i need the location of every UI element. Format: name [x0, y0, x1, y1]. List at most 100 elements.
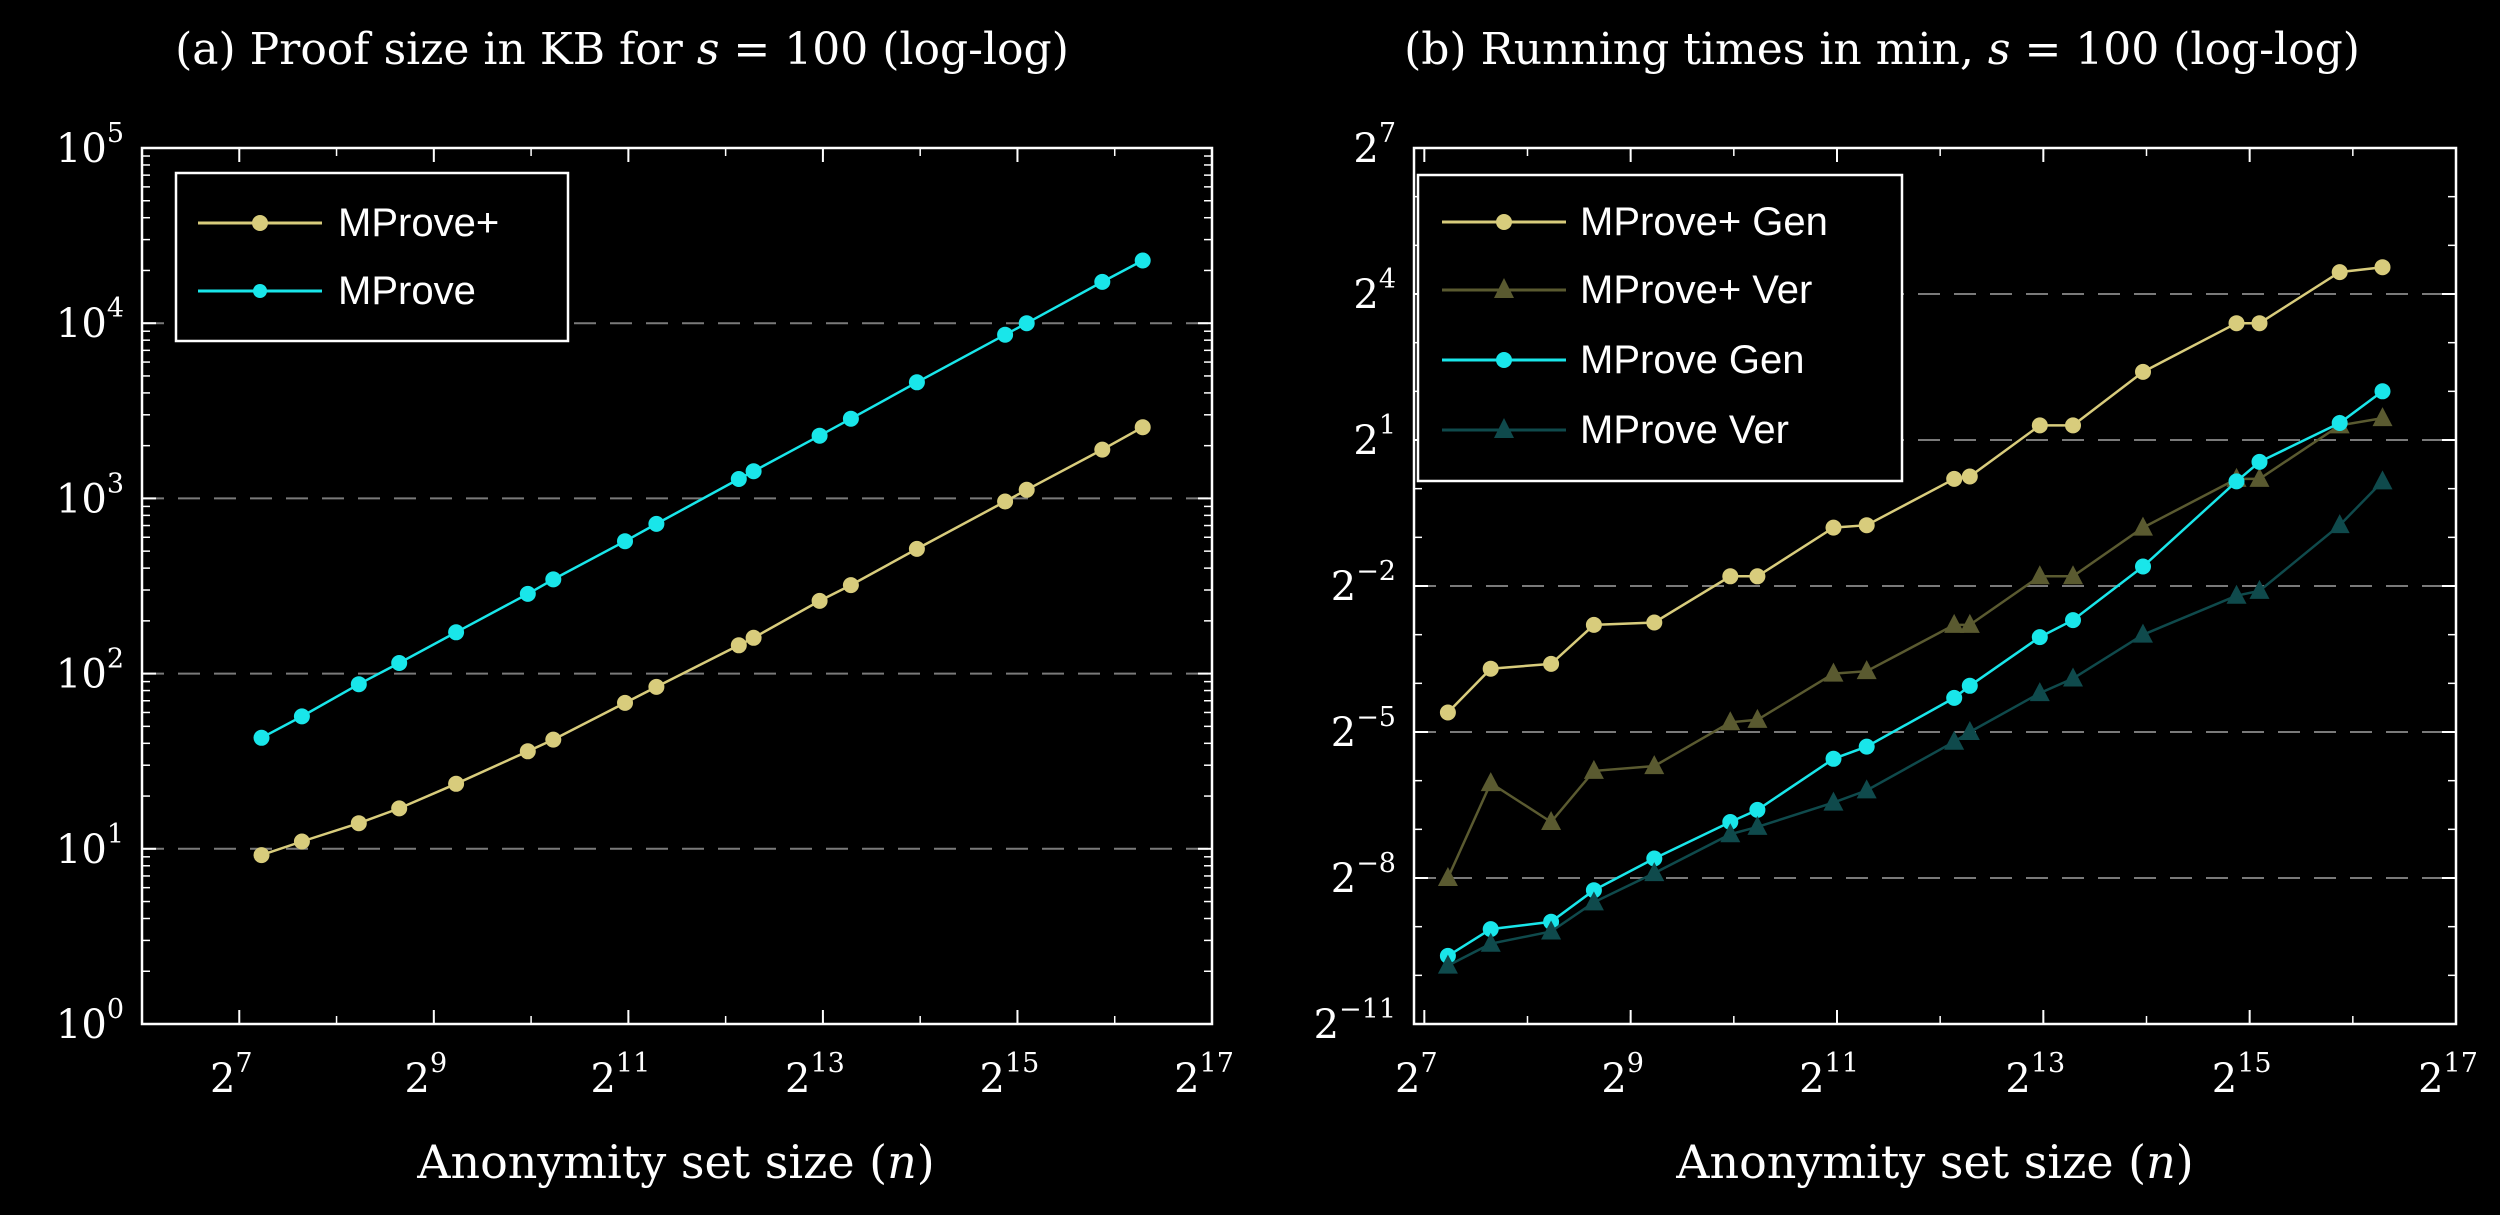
- data-point-mprove-gen: [1961, 677, 1978, 694]
- panel-b-series: [1437, 259, 2393, 974]
- data-point-mprove-plus-ver: [1583, 759, 1604, 779]
- data-point-mprove-plus-ver: [1644, 755, 1665, 775]
- legend-label-mprove: MProve: [338, 269, 476, 313]
- data-point-mprove-plus: [745, 629, 762, 646]
- data-point-mprove-gen: [1749, 801, 1766, 818]
- data-point-mprove: [519, 585, 536, 602]
- data-point-mprove-plus-ver: [1480, 772, 1501, 792]
- panel-b-running-times: (b) Running times in min, s = 100 (log-l…: [1314, 24, 2478, 1189]
- data-point-mprove-plus: [448, 775, 465, 792]
- legend-label-mprove-ver: MProve Ver: [1580, 408, 1789, 452]
- data-point-mprove-plus: [1094, 441, 1111, 458]
- legend-label-mprove-plus-ver: MProve+ Ver: [1580, 268, 1812, 312]
- data-point-mprove-plus-gen: [2228, 315, 2245, 332]
- data-point-mprove: [293, 708, 310, 725]
- data-point-mprove-gen: [1585, 882, 1602, 899]
- data-point-mprove: [391, 655, 408, 671]
- data-point-mprove-plus-ver: [1944, 613, 1965, 633]
- data-point-mprove-plus: [545, 731, 562, 748]
- x-tick-label: 29: [404, 1048, 447, 1102]
- y-tick-label: 27: [1353, 118, 1396, 172]
- y-tick-label: 2−8: [1331, 848, 1396, 902]
- y-tick-label: 2−11: [1314, 994, 1396, 1048]
- data-point-mprove: [617, 533, 633, 550]
- x-tick-label: 215: [980, 1048, 1040, 1102]
- data-point-mprove-gen: [1482, 921, 1499, 938]
- data-point-mprove-gen: [1946, 689, 1963, 706]
- data-point-mprove-plus-ver: [1541, 811, 1562, 831]
- y-tick-label: 105: [56, 118, 124, 172]
- data-point-mprove-plus-ver: [2063, 565, 2084, 585]
- data-point-mprove-gen: [1858, 738, 1875, 755]
- data-point-mprove-ver: [1437, 954, 1458, 974]
- data-point-mprove-ver: [1747, 815, 1768, 835]
- data-point-mprove-plus-gen: [1585, 616, 1602, 633]
- data-point-mprove-plus-gen: [2031, 417, 2048, 434]
- legend-marker-mprove-plus: [252, 215, 268, 231]
- data-point-mprove: [1134, 252, 1151, 269]
- legend-marker-mprove-plus-ver: [1494, 278, 1514, 298]
- data-point-mprove-plus-ver: [2249, 467, 2270, 487]
- data-point-mprove-plus-gen: [1825, 519, 1842, 536]
- data-point-mprove-plus: [253, 847, 270, 864]
- data-point-mprove: [253, 729, 270, 746]
- data-point-mprove-ver: [1959, 721, 1980, 740]
- data-point-mprove: [1094, 273, 1111, 290]
- data-point-mprove-ver: [1541, 920, 1562, 940]
- data-point-mprove-plus-ver: [1720, 711, 1741, 731]
- panel-a-plot-frame: [140, 146, 1214, 1026]
- data-point-mprove-plus: [908, 540, 925, 557]
- data-point-mprove: [997, 326, 1014, 343]
- legend-label-mprove-plus: MProve+: [338, 201, 499, 245]
- data-point-mprove: [350, 676, 367, 693]
- data-point-mprove-ver: [1944, 730, 1965, 750]
- data-point-mprove-plus-ver: [1856, 660, 1877, 680]
- data-point-mprove-ver: [1823, 791, 1844, 811]
- y-tick-label: 102: [56, 644, 124, 698]
- panel-b-plot-frame: [1412, 146, 2458, 1026]
- x-tick-label: 27: [1395, 1048, 1438, 1102]
- y-tick-label: 2−2: [1331, 556, 1396, 610]
- data-point-mprove-plus-gen: [1482, 660, 1499, 677]
- data-point-mprove-gen: [2374, 383, 2391, 400]
- data-point-mprove-plus-gen: [2374, 259, 2391, 276]
- data-point-mprove-plus-ver: [2372, 407, 2393, 427]
- data-point-mprove-plus-gen: [1722, 568, 1739, 585]
- x-tick-label: 217: [1174, 1048, 1234, 1102]
- legend-label-mprove-gen: MProve Gen: [1580, 338, 1805, 382]
- data-point-mprove-plus: [997, 493, 1014, 510]
- data-point-mprove-ver: [2063, 667, 2084, 687]
- legend-marker-mprove-plus-gen: [1496, 214, 1512, 230]
- data-point-mprove-plus: [811, 592, 828, 609]
- data-point-mprove: [1018, 315, 1035, 332]
- data-point-mprove-ver: [2132, 623, 2153, 643]
- data-point-mprove-plus-gen: [1646, 614, 1663, 631]
- x-tick-label: 213: [2005, 1048, 2065, 1102]
- data-point-mprove-ver: [1480, 932, 1501, 952]
- data-point-mprove-ver: [2029, 682, 2050, 702]
- panel-a-title: (a) Proof size in KB for s = 100 (log-lo…: [175, 24, 1069, 75]
- data-point-mprove-plus-ver: [2029, 565, 2050, 585]
- data-point-mprove-ver: [2329, 514, 2350, 534]
- panel-a-x-axis-label: Anonymity set size (n): [416, 1135, 934, 1189]
- data-point-mprove-ver: [2226, 584, 2247, 604]
- y-tick-label: 24: [1353, 264, 1396, 318]
- data-point-mprove-plus-gen: [1961, 468, 1978, 485]
- data-point-mprove-plus: [1134, 419, 1151, 436]
- data-point-mprove-gen: [1825, 750, 1842, 767]
- y-tick-label: 101: [56, 819, 124, 873]
- legend-marker-mprove-gen: [1496, 352, 1512, 368]
- panel-a-legend: MProve+ MProve: [174, 171, 570, 343]
- data-point-mprove-ver: [1856, 779, 1877, 799]
- data-point-mprove-plus-ver: [1437, 867, 1458, 886]
- data-point-mprove: [745, 463, 762, 480]
- x-tick-label: 213: [785, 1048, 845, 1102]
- panel-a-legend-box: [174, 171, 570, 343]
- data-point-mprove-gen: [2135, 558, 2151, 575]
- data-point-mprove-plus: [842, 577, 859, 594]
- y-tick-label: 21: [1353, 410, 1396, 464]
- data-point-mprove-ver: [1583, 891, 1604, 911]
- data-point-mprove-plus-gen: [1439, 704, 1456, 721]
- data-point-mprove-gen: [2228, 473, 2245, 490]
- panel-b-grid: [1414, 293, 2456, 879]
